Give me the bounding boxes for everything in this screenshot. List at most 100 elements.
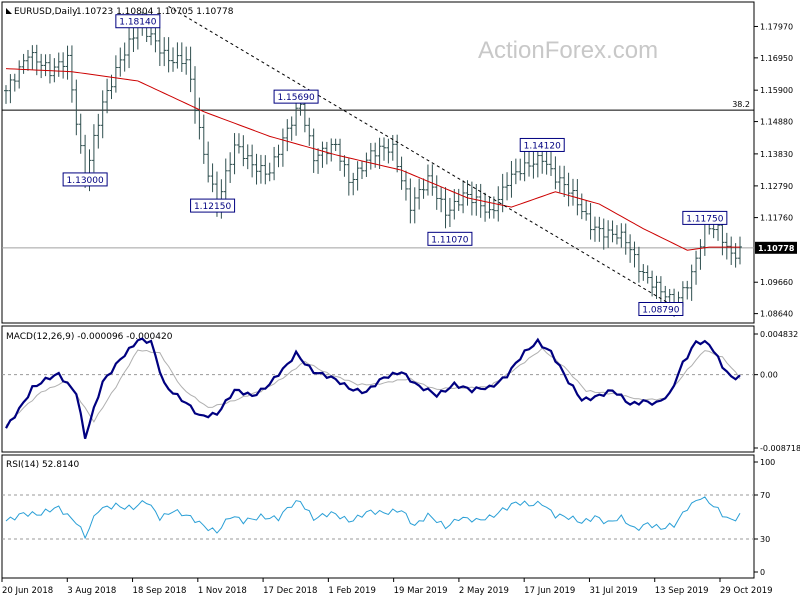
price-bar (531, 151, 536, 179)
date-tick-label: 20 Jun 2018 (2, 586, 53, 596)
price-bar (584, 200, 589, 221)
price-bar (232, 133, 237, 175)
price-tick-label: 1.12790 (760, 182, 793, 191)
price-bar (654, 275, 659, 299)
price-bar (544, 148, 549, 175)
price-bar (289, 116, 294, 141)
svg-text:1.11070: 1.11070 (431, 235, 468, 245)
price-bar (658, 276, 663, 305)
price-tick-label: 1.11760 (760, 214, 793, 223)
price-bar (43, 54, 48, 77)
price-level-label: 1.18140 (115, 14, 161, 29)
price-bar (113, 55, 118, 93)
price-bar (307, 117, 312, 146)
rsi-label: RSI(14) 52.8140 (6, 460, 79, 470)
date-tick-label: 17 Jun 2019 (524, 586, 575, 596)
price-bar (588, 203, 593, 240)
price-bar (320, 141, 325, 168)
ohlc-label: 1.10723 1.10804 1.10705 1.10778 (76, 7, 234, 17)
price-bar (91, 124, 96, 173)
price-bar (509, 160, 514, 198)
price-bar (47, 54, 52, 84)
rsi-tick-label: 0 (760, 568, 765, 577)
price-bar (294, 99, 299, 136)
svg-text:1.18140: 1.18140 (119, 18, 156, 28)
price-bar (421, 178, 426, 199)
price-bar (17, 60, 22, 89)
price-bar (324, 141, 329, 165)
price-tick-label: 1.09660 (760, 278, 793, 287)
price-bar (430, 164, 435, 196)
price-bar (21, 53, 26, 74)
price-bar (491, 196, 496, 219)
date-tick-label: 17 Dec 2018 (263, 586, 317, 596)
price-bar (179, 42, 184, 72)
price-bar (606, 220, 611, 248)
price-bar (399, 156, 404, 190)
price-bar (579, 193, 584, 220)
price-bar (127, 26, 132, 69)
price-bar (197, 97, 202, 140)
price-bar (4, 85, 8, 104)
price-bar (381, 137, 386, 161)
price-bar (518, 158, 523, 181)
price-level-label: 1.13000 (62, 172, 108, 187)
date-tick-label: 1 Feb 2019 (328, 586, 376, 596)
macd-tick-label: 0.00 (760, 371, 778, 380)
price-level-label: 1.12150 (190, 198, 236, 213)
price-bar (483, 192, 488, 222)
price-bar (619, 223, 624, 248)
price-bar (461, 180, 466, 214)
price-bar (597, 216, 602, 242)
price-bar (645, 265, 650, 284)
price-bar (570, 178, 575, 206)
macd-tick-label: 0.004832 (760, 330, 798, 339)
price-bar (188, 46, 193, 93)
price-bar (557, 165, 562, 193)
price-bar (267, 162, 272, 182)
price-bar (245, 144, 250, 170)
price-bar (500, 173, 505, 213)
price-bar (575, 179, 580, 216)
rsi-tick-label: 100 (760, 458, 775, 467)
price-bar (171, 47, 176, 72)
price-bar (8, 74, 13, 104)
price-bar (601, 218, 606, 250)
date-tick-label: 1 Nov 2018 (198, 586, 247, 596)
price-bar (592, 216, 597, 242)
price-tick-label: 1.14880 (760, 118, 793, 127)
price-bar (254, 153, 259, 185)
price-bar (417, 178, 422, 210)
macd-main-line (5, 337, 741, 440)
price-bar (729, 236, 734, 265)
price-bar (223, 158, 228, 205)
price-bar (368, 142, 373, 170)
date-tick-label: 18 Sep 2018 (133, 586, 187, 596)
svg-text:1.14120: 1.14120 (524, 141, 561, 151)
price-bar (105, 78, 110, 114)
current-price-badge: 1.10778 (755, 241, 797, 254)
price-bar (566, 172, 571, 207)
price-bar (250, 144, 255, 178)
price-bar (162, 37, 167, 67)
price-bar (272, 146, 277, 181)
price-bar (206, 141, 211, 183)
svg-text:1.11750: 1.11750 (686, 214, 723, 224)
date-tick-label: 31 Jul 2019 (589, 586, 637, 596)
price-bar (25, 49, 30, 71)
price-bar (12, 73, 17, 92)
price-bar (513, 158, 518, 185)
price-bar (360, 160, 365, 180)
price-bar (724, 232, 729, 260)
price-bar (689, 264, 694, 301)
price-bar (311, 128, 316, 173)
price-bar (549, 151, 554, 176)
price-bar (355, 161, 360, 191)
price-bar (641, 264, 646, 281)
price-bar (439, 186, 444, 213)
date-tick-label: 3 Aug 2018 (67, 586, 116, 596)
price-level-label: 1.15690 (273, 89, 319, 104)
moving-average-line (5, 68, 740, 251)
price-bar (192, 66, 197, 124)
